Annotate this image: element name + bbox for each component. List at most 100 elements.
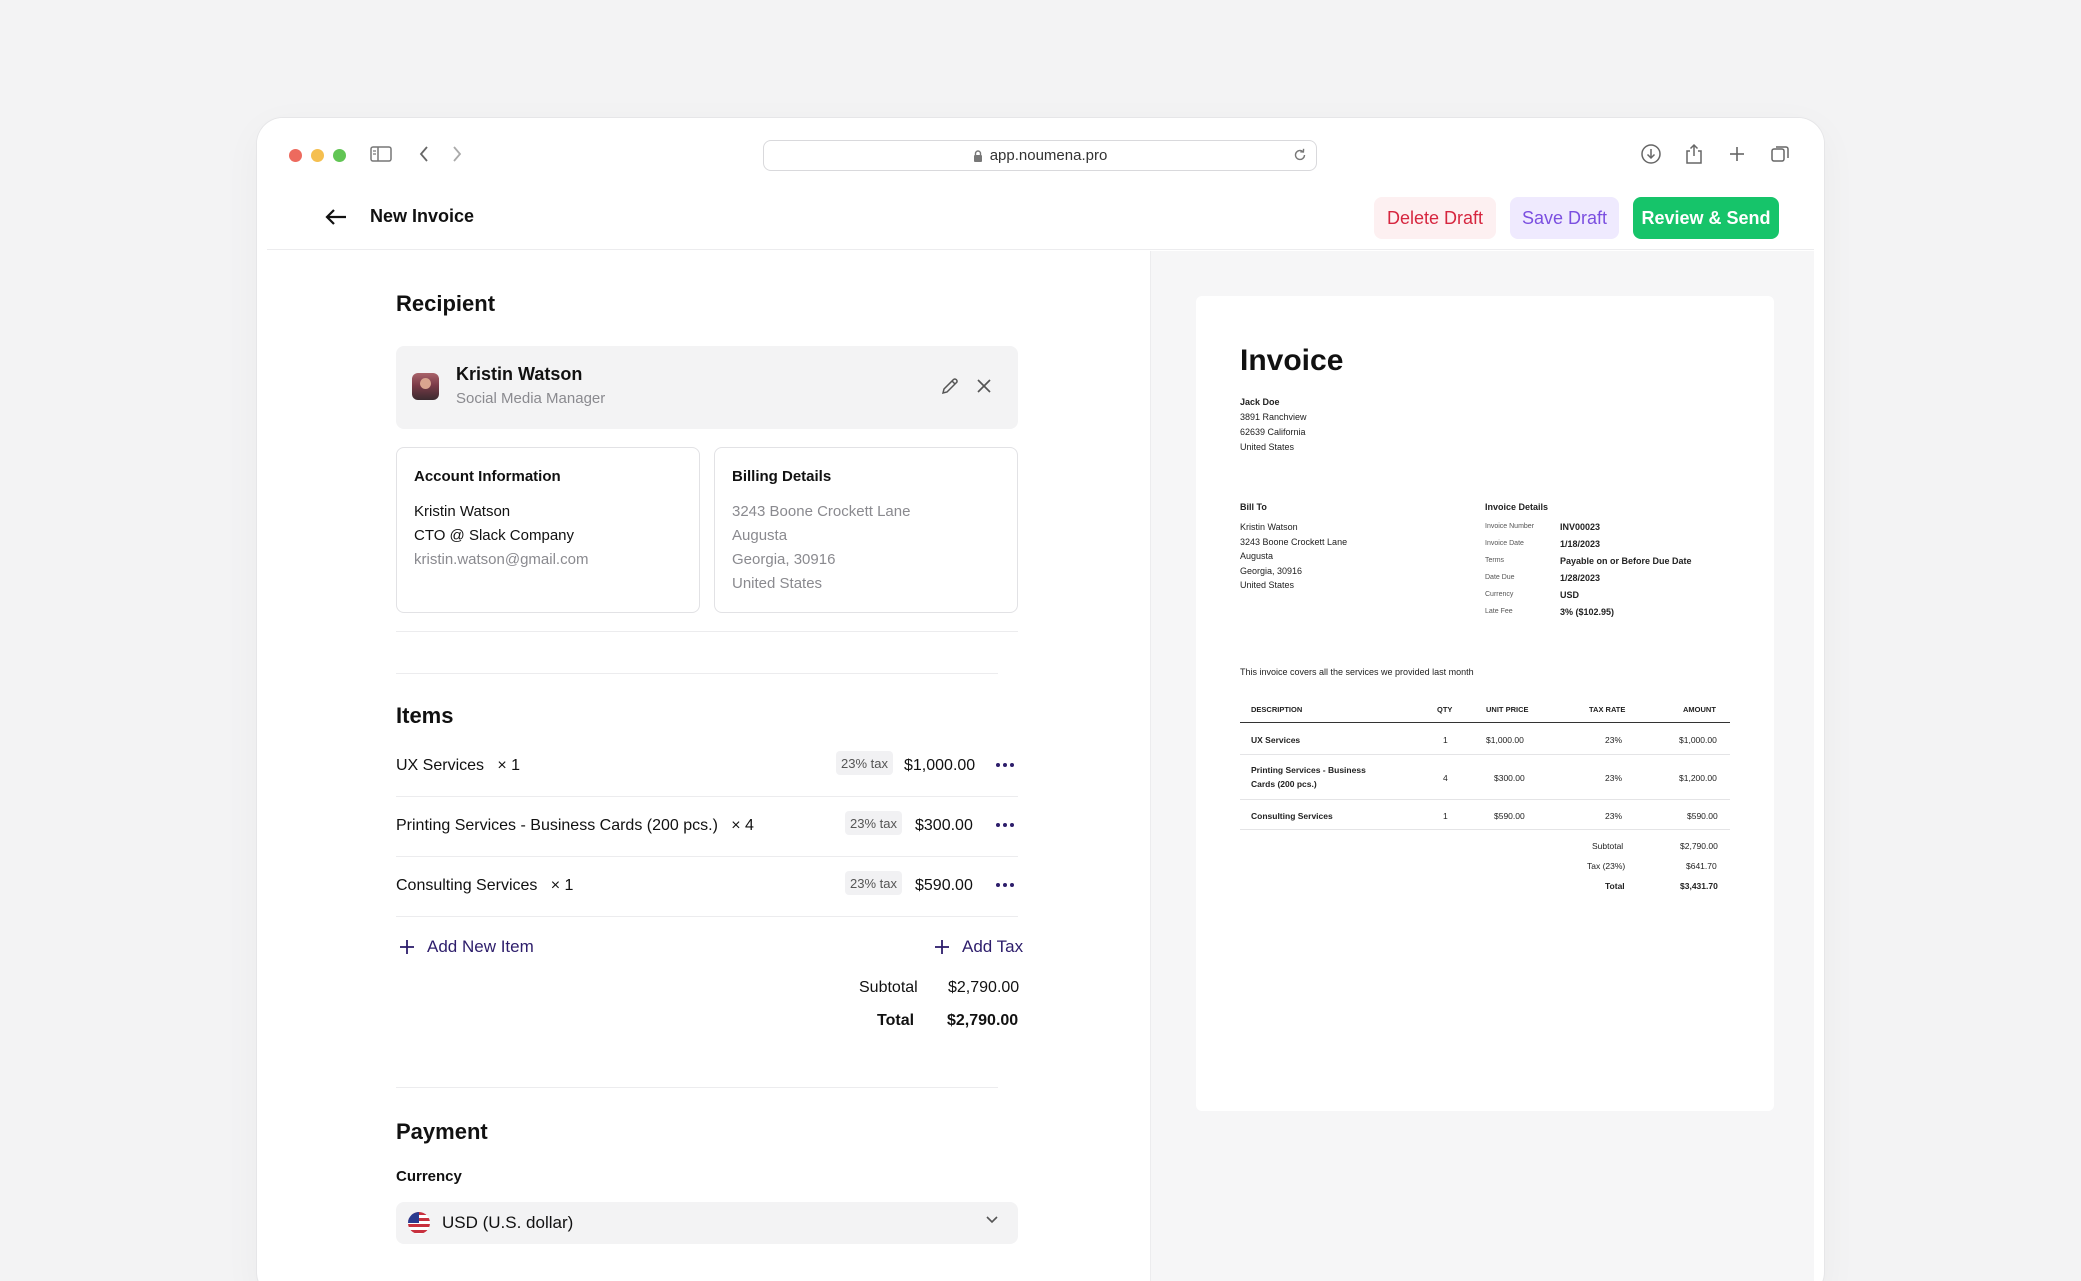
bill-to-state: Georgia, 30916 <box>1240 566 1303 576</box>
preview-row-unit: $300.00 <box>1494 773 1525 783</box>
back-arrow-icon[interactable] <box>322 203 350 231</box>
preview-total-label: Total <box>1605 881 1625 891</box>
more-options-icon[interactable] <box>994 815 1016 835</box>
zoom-window-button[interactable] <box>333 149 346 162</box>
account-information-title: Account Information <box>414 468 561 485</box>
subtotal-label: Subtotal <box>859 979 918 996</box>
preview-row-tax: 23% <box>1605 735 1623 745</box>
url-text: app.noumena.pro <box>989 147 1108 164</box>
browser-toolbar: app.noumena.pro <box>257 118 1824 184</box>
chevron-down-icon <box>986 1216 998 1224</box>
delete-draft-button[interactable]: Delete Draft <box>1374 197 1496 239</box>
reload-icon[interactable] <box>1292 147 1308 163</box>
item-qty: × 1 <box>550 877 574 894</box>
row-divider <box>1240 799 1730 800</box>
back-nav-icon[interactable] <box>410 140 438 168</box>
browser-window: app.noumena.pro New Invoice Delete Draft… <box>257 118 1824 1281</box>
more-options-icon[interactable] <box>994 755 1016 775</box>
detail-key: Currency <box>1485 591 1514 598</box>
detail-value: 3% ($102.95) <box>1560 607 1615 617</box>
recipient-card[interactable]: Kristin Watson Social Media Manager <box>396 346 1018 429</box>
account-email: kristin.watson@gmail.com <box>414 551 589 568</box>
add-new-item-button[interactable]: Add New Item <box>399 937 534 957</box>
item-tax-badge[interactable]: 23% tax <box>845 871 902 895</box>
item-name: Printing Services - Business Cards (200 … <box>396 817 754 834</box>
preview-row-desc: Consulting Services <box>1251 811 1333 821</box>
preview-subtotal-label: Subtotal <box>1592 841 1624 851</box>
section-divider <box>396 1087 998 1088</box>
review-send-button[interactable]: Review & Send <box>1633 197 1779 239</box>
detail-value: 1/18/2023 <box>1560 539 1601 549</box>
items-heading: Items <box>396 703 454 728</box>
preview-row-desc: Printing Services - Business <box>1251 765 1366 775</box>
plus-icon <box>935 940 949 954</box>
total-value: $2,790.00 <box>947 1012 1019 1029</box>
sender-city: 62639 California <box>1240 427 1306 437</box>
add-tax-button[interactable]: Add Tax <box>934 937 1023 957</box>
preview-row-qty: 1 <box>1443 811 1448 821</box>
item-qty: × 1 <box>497 757 521 774</box>
recipient-name: Kristin Watson <box>456 364 583 384</box>
preview-row-desc: UX Services <box>1251 735 1301 745</box>
share-icon[interactable] <box>1680 140 1708 168</box>
detail-key: Date Due <box>1485 574 1515 581</box>
item-price: $1,000.00 <box>904 757 976 774</box>
currency-select[interactable]: USD (U.S. dollar) <box>396 1202 1018 1244</box>
invoice-preview-panel: Invoice Jack Doe 3891 Ranchview 62639 Ca… <box>1150 251 1814 1281</box>
recipient-heading: Recipient <box>396 291 496 316</box>
preview-row-amount: $1,200.00 <box>1679 773 1717 783</box>
page-title: New Invoice <box>370 206 475 226</box>
item-price: $590.00 <box>915 877 973 894</box>
add-new-item-label: Add New Item <box>427 937 534 956</box>
sender-address: 3891 Ranchview <box>1240 412 1307 422</box>
bill-to-country: United States <box>1240 580 1295 590</box>
section-divider <box>396 673 998 674</box>
billing-details-title: Billing Details <box>732 468 832 485</box>
download-icon[interactable] <box>1637 140 1665 168</box>
account-company: CTO @ Slack Company <box>414 527 574 544</box>
detail-value: INV00023 <box>1560 522 1601 532</box>
edit-pencil-icon[interactable] <box>940 376 960 396</box>
preview-tax-label: Tax (23%) <box>1587 861 1626 871</box>
column-header: QTY <box>1437 705 1453 714</box>
total-label: Total <box>877 1012 915 1029</box>
item-row[interactable]: UX Services × 1 23% tax $1,000.00 <box>396 737 1018 797</box>
item-price: $300.00 <box>915 817 973 834</box>
preview-tax-value: $641.70 <box>1686 861 1717 871</box>
save-draft-button[interactable]: Save Draft <box>1510 197 1619 239</box>
bill-to-city: Augusta <box>1240 551 1274 561</box>
preview-row-qty: 4 <box>1443 773 1448 783</box>
preview-row-unit: $590.00 <box>1494 811 1525 821</box>
minimize-window-button[interactable] <box>311 149 324 162</box>
item-tax-badge[interactable]: 23% tax <box>845 811 902 835</box>
column-header: AMOUNT <box>1683 705 1716 714</box>
item-row[interactable]: Consulting Services × 1 23% tax $590.00 <box>396 857 1018 917</box>
detail-value: 1/28/2023 <box>1560 573 1601 583</box>
invoice-note: This invoice covers all the services we … <box>1240 667 1474 677</box>
more-options-icon[interactable] <box>994 875 1016 895</box>
preview-row-unit: $1,000.00 <box>1486 735 1524 745</box>
preview-row-amount: $590.00 <box>1687 811 1718 821</box>
window-controls <box>289 149 346 162</box>
tab-overview-icon[interactable] <box>1766 140 1794 168</box>
recipient-role: Social Media Manager <box>456 390 606 407</box>
billing-country: United States <box>732 575 823 592</box>
bill-to-street: 3243 Boone Crockett Lane <box>1240 537 1348 547</box>
address-bar[interactable]: app.noumena.pro <box>763 140 1317 171</box>
remove-recipient-icon[interactable] <box>974 376 994 396</box>
column-header: UNIT PRICE <box>1486 705 1529 714</box>
item-tax-badge[interactable]: 23% tax <box>836 751 893 775</box>
preview-subtotal-value: $2,790.00 <box>1680 841 1718 851</box>
preview-total-value: $3,431.70 <box>1680 881 1718 891</box>
forward-nav-icon[interactable] <box>443 140 471 168</box>
item-qty: × 4 <box>731 817 754 834</box>
preview-row-tax: 23% <box>1605 773 1623 783</box>
currency-label: Currency <box>396 1168 462 1185</box>
invoice-details-label: Invoice Details <box>1485 502 1549 512</box>
new-tab-icon[interactable] <box>1723 140 1751 168</box>
invoice-form-panel: Recipient Kristin Watson Social Media Ma… <box>267 251 1150 1281</box>
close-window-button[interactable] <box>289 149 302 162</box>
sidebar-toggle-icon[interactable] <box>367 140 395 168</box>
row-divider <box>1240 829 1730 830</box>
item-row[interactable]: Printing Services - Business Cards (200 … <box>396 797 1018 857</box>
